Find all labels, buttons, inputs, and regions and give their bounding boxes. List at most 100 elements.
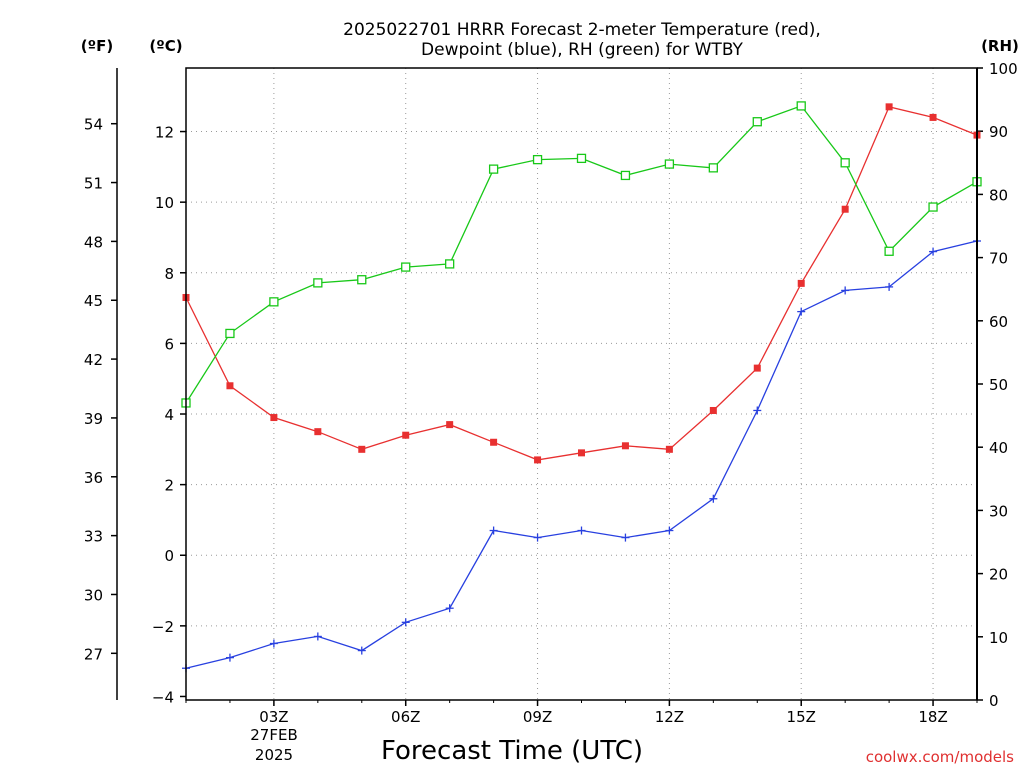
series-layer (181, 101, 982, 673)
x-tick-label: 15Z (787, 708, 816, 726)
source-credit: coolwx.com/models (866, 748, 1014, 766)
fahrenheit-tick-label: 54 (84, 116, 103, 134)
dewpoint-point (621, 533, 630, 542)
rh-tick-label: 20 (989, 566, 1008, 584)
rh-tick-label: 0 (989, 692, 999, 710)
rh-point (928, 202, 938, 212)
temperature-point (358, 445, 366, 453)
dewpoint-point (665, 526, 674, 535)
rh-tick-label: 50 (989, 376, 1008, 394)
dewpoint-point (929, 247, 938, 256)
x-axis-title: Forecast Time (UTC) (381, 736, 643, 766)
rh-point (269, 297, 279, 307)
rh-tick-label: 80 (989, 186, 1008, 204)
dewpoint-point (885, 282, 894, 291)
fahrenheit-tick-label: 39 (84, 410, 103, 428)
dewpoint-point (445, 604, 454, 613)
celsius-tick-label: −2 (152, 618, 174, 636)
dewpoint-point (401, 618, 410, 627)
dewpoint-point (313, 632, 322, 641)
rh-point (840, 158, 850, 168)
fahrenheit-tick-label: 42 (84, 351, 103, 369)
dewpoint-point (797, 307, 806, 316)
rh-point (357, 275, 367, 285)
celsius-tick-label: 4 (164, 406, 174, 424)
dewpoint-point (533, 533, 542, 542)
temperature-point (270, 414, 278, 422)
chart-title-line1: 2025022701 HRRR Forecast 2-meter Tempera… (343, 20, 821, 40)
rh-tick-label: 40 (989, 439, 1008, 457)
rh-point (664, 159, 675, 169)
temperature-point (402, 431, 410, 439)
rh-tick-label: 100 (989, 60, 1018, 78)
dewpoint-point (269, 639, 278, 648)
rh-point (752, 117, 762, 127)
celsius-tick-label: −4 (152, 688, 174, 706)
dewpoint-point (753, 406, 762, 415)
fahrenheit-tick-label: 33 (84, 528, 103, 546)
x-tick-label: 12Z (655, 708, 684, 726)
dewpoint-point (489, 526, 498, 535)
grid-lines (186, 68, 977, 700)
rh-point (488, 164, 499, 174)
fahrenheit-tick-label: 36 (84, 469, 103, 487)
rh-point (884, 246, 894, 256)
celsius-unit-label: (ºC) (149, 37, 182, 55)
rh-unit-label: (RH) (981, 37, 1019, 55)
rh-tick-label: 60 (989, 313, 1008, 331)
chart-title-line2: Dewpoint (blue), RH (green) for WTBY (421, 40, 744, 60)
temperature-point (446, 421, 454, 429)
fahrenheit-unit-label: (ºF) (81, 37, 113, 55)
dewpoint-point (225, 653, 234, 662)
dewpoint-point (577, 526, 586, 535)
temperature-point (885, 103, 893, 111)
rh-point (708, 163, 718, 173)
fahrenheit-tick-label: 51 (84, 175, 103, 193)
celsius-tick-label: 10 (155, 194, 174, 212)
rh-point (313, 278, 323, 288)
x-tick-label: 18Z (918, 708, 947, 726)
fahrenheit-tick-label: 27 (84, 645, 103, 663)
date-label-year: 2025 (255, 746, 293, 764)
celsius-tick-label: 6 (164, 335, 174, 353)
dewpoint-point (709, 494, 718, 503)
fahrenheit-tick-label: 48 (84, 233, 103, 251)
temperature-point (226, 382, 234, 390)
fahrenheit-tick-label: 30 (84, 586, 103, 604)
rh-tick-label: 10 (989, 629, 1008, 647)
temperature-point (665, 445, 673, 453)
fahrenheit-tick-label: 45 (84, 292, 103, 310)
date-label-day: 27FEB (250, 726, 297, 744)
rh-point (401, 262, 411, 272)
rh-point (620, 170, 631, 181)
x-tick-label: 03Z (259, 708, 288, 726)
rh-tick-label: 90 (989, 123, 1008, 141)
rh-point (225, 328, 235, 339)
temperature-point (578, 449, 585, 457)
x-tick-label: 09Z (523, 708, 552, 726)
temperature-point (753, 364, 761, 372)
temperature-point (929, 113, 937, 121)
celsius-tick-label: 0 (164, 547, 174, 565)
rh-point (445, 259, 455, 269)
temperature-point (621, 442, 629, 450)
celsius-tick-label: 8 (164, 265, 174, 283)
rh-point (532, 154, 543, 165)
temperature-point (841, 205, 849, 213)
rh-tick-label: 70 (989, 250, 1008, 268)
celsius-tick-label: 2 (164, 477, 174, 495)
dewpoint-point (841, 286, 850, 295)
y-axis-ticks: −4 −2 0 2 4 6 8 10 12 27 30 33 36 39 42 45 48 51 54 0 10 20 30… (84, 60, 1018, 710)
temperature-point (490, 438, 498, 446)
rh-point (576, 153, 587, 164)
rh-tick-label: 30 (989, 502, 1008, 520)
temperature-point (314, 428, 322, 436)
rh-line (185, 105, 978, 404)
x-axis-ticks: 03Z 06Z 09Z 12Z 15Z 18Z (185, 700, 978, 726)
celsius-tick-label: 12 (155, 124, 174, 142)
dewpoint-point (357, 646, 366, 655)
x-tick-label: 06Z (391, 708, 420, 726)
temperature-point (797, 279, 805, 287)
rh-point (796, 101, 806, 111)
